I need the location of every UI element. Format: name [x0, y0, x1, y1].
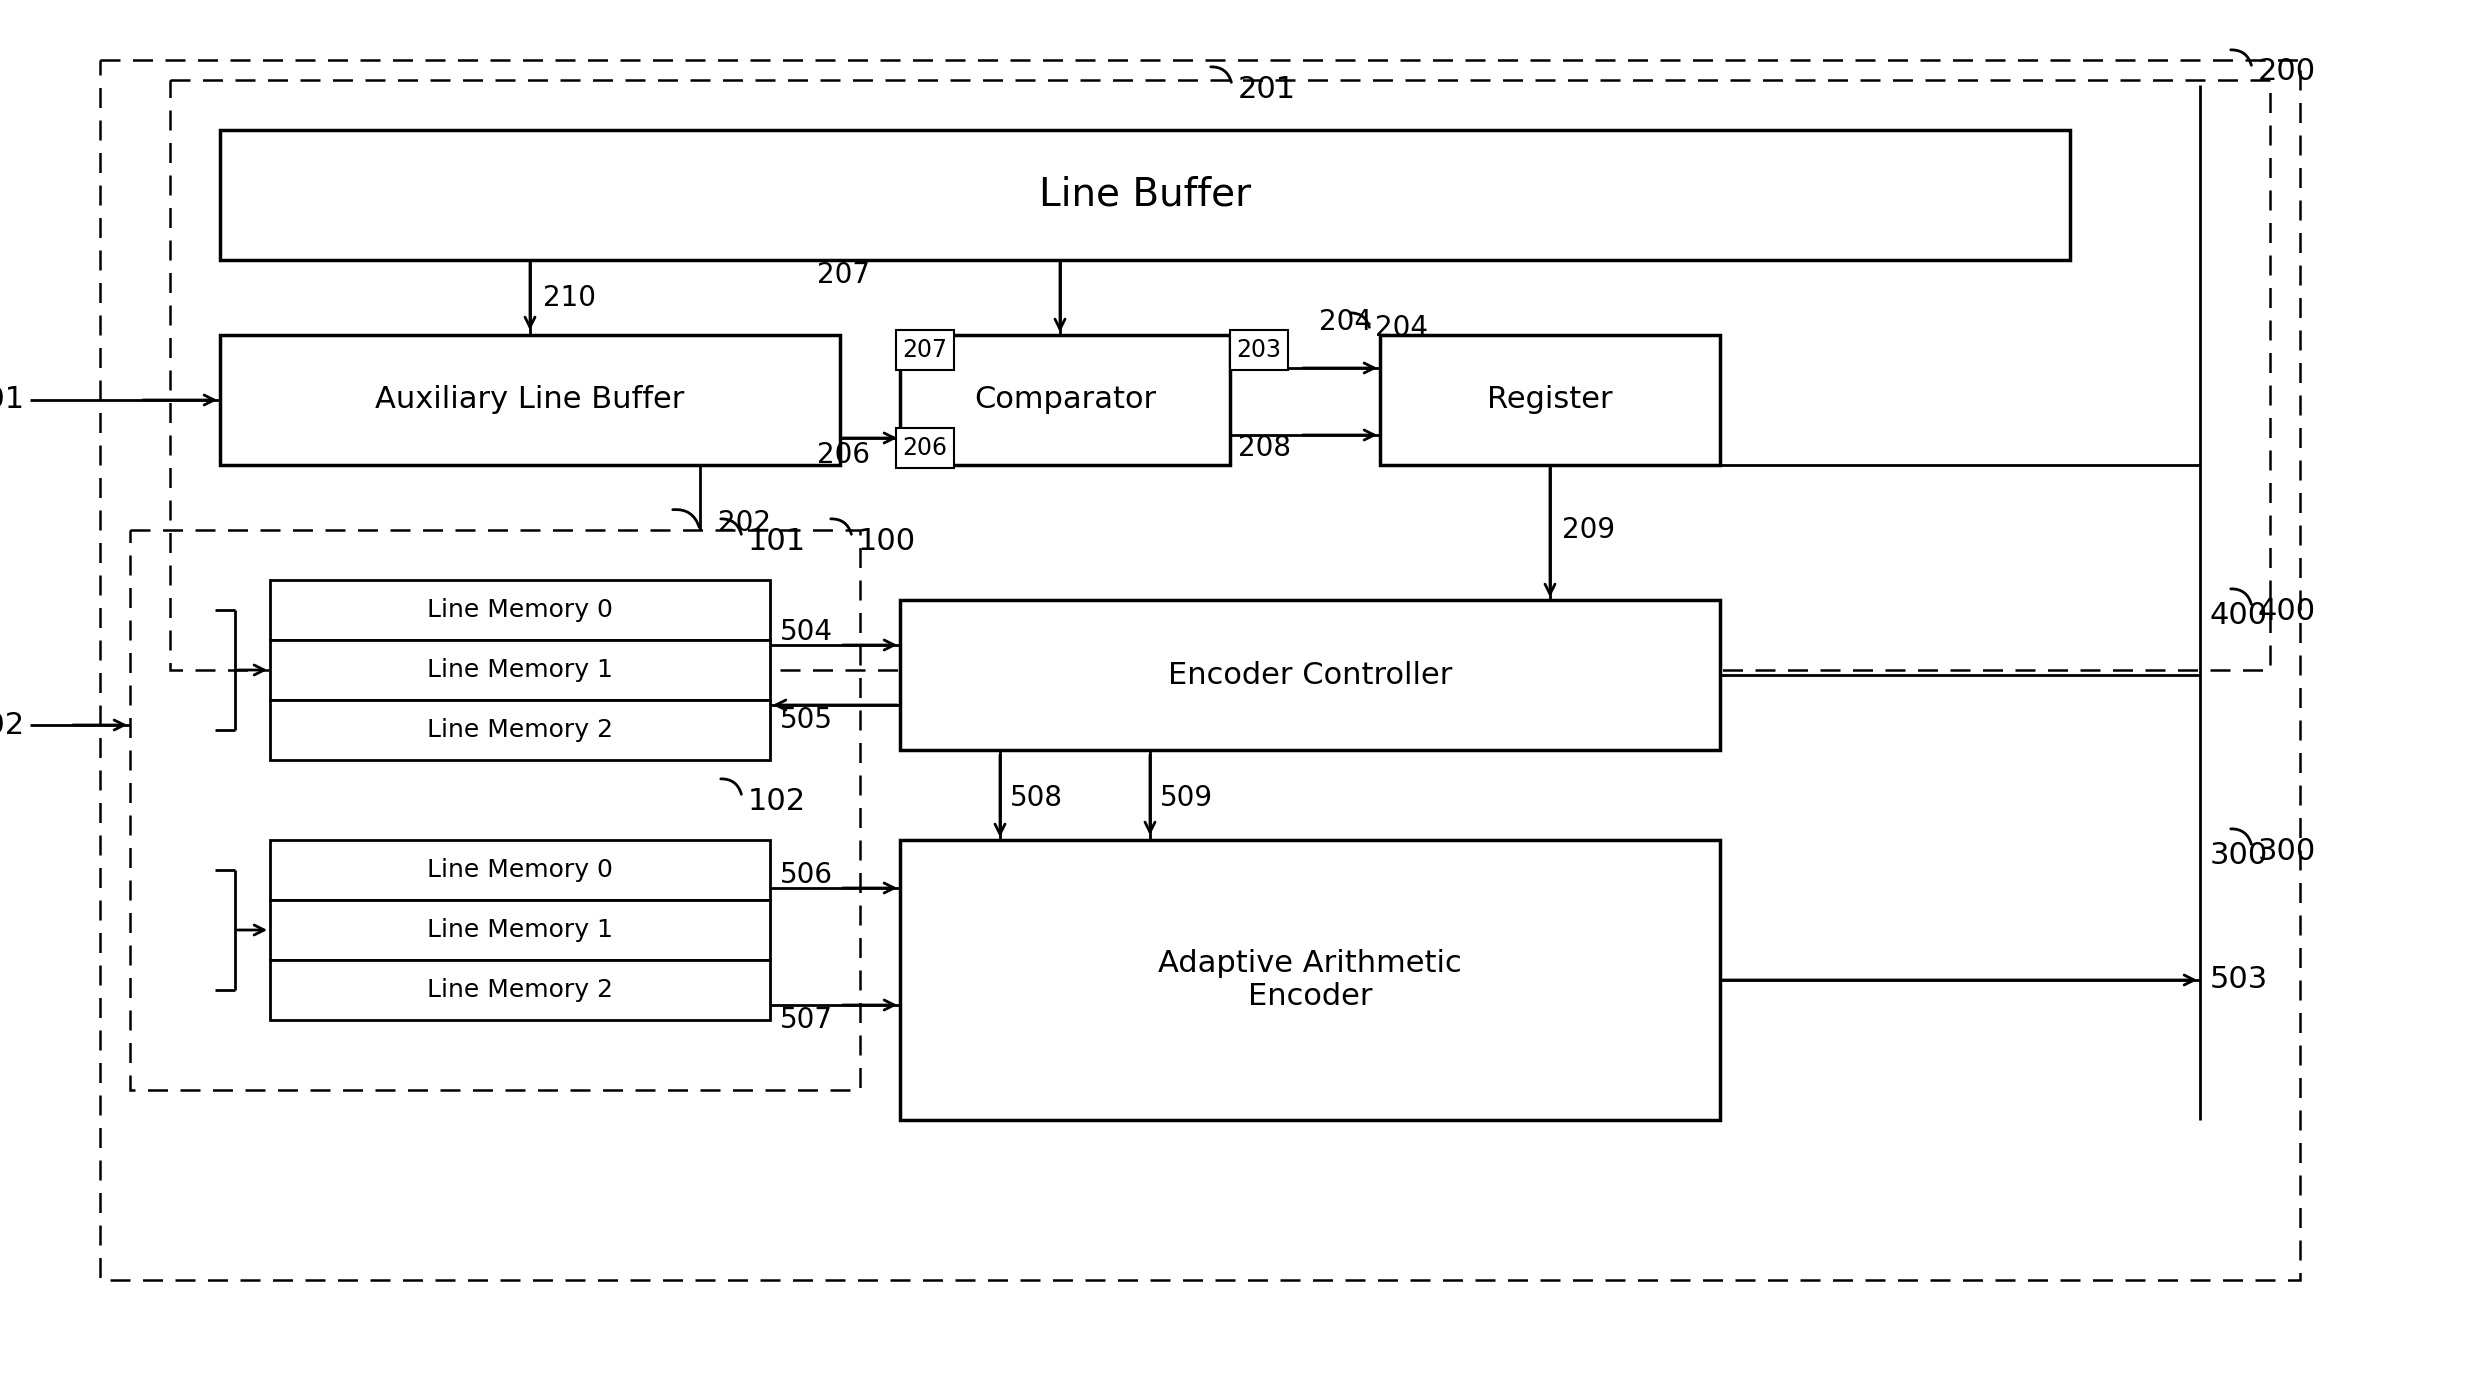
Text: 400: 400 — [2209, 600, 2269, 629]
Text: Line Memory 2: Line Memory 2 — [428, 719, 612, 742]
Text: 201: 201 — [1239, 74, 1296, 103]
Text: 210: 210 — [542, 284, 597, 312]
Text: 200: 200 — [2259, 58, 2316, 87]
Bar — [271, 900, 769, 960]
Text: 505: 505 — [781, 706, 833, 734]
Bar — [901, 600, 1719, 750]
Text: Encoder Controller: Encoder Controller — [1167, 661, 1453, 690]
Bar — [271, 840, 769, 900]
Text: Line Buffer: Line Buffer — [1040, 176, 1251, 214]
Bar — [896, 427, 953, 469]
Text: 506: 506 — [781, 861, 833, 889]
Text: Auxiliary Line Buffer: Auxiliary Line Buffer — [376, 386, 684, 415]
Text: 300: 300 — [2259, 837, 2316, 866]
Bar — [271, 699, 769, 760]
Bar — [1381, 335, 1719, 464]
Text: 300: 300 — [2209, 841, 2269, 870]
Text: 507: 507 — [781, 1006, 833, 1035]
Bar — [901, 840, 1719, 1120]
Text: 102: 102 — [749, 786, 806, 816]
Bar — [1229, 330, 1289, 370]
Text: 202: 202 — [719, 508, 771, 537]
Text: Line Memory 2: Line Memory 2 — [428, 978, 612, 1002]
Text: Line Memory 0: Line Memory 0 — [428, 598, 612, 622]
Text: 207: 207 — [816, 261, 871, 289]
Text: 508: 508 — [1010, 785, 1062, 812]
Bar — [219, 335, 841, 464]
Text: Line Memory 1: Line Memory 1 — [428, 918, 612, 943]
Bar — [169, 80, 2269, 671]
Bar — [219, 131, 2070, 260]
Text: 504: 504 — [781, 618, 833, 646]
Text: 203: 203 — [1237, 338, 1281, 361]
Text: 206: 206 — [903, 436, 948, 460]
Bar — [896, 330, 953, 370]
Text: 509: 509 — [1159, 785, 1214, 812]
Text: 100: 100 — [858, 526, 916, 555]
Text: Line Memory 1: Line Memory 1 — [428, 658, 612, 682]
Text: Line Memory 0: Line Memory 0 — [428, 857, 612, 882]
Text: 209: 209 — [1562, 517, 1615, 544]
Text: 204: 204 — [1376, 315, 1428, 342]
Text: 206: 206 — [816, 441, 871, 469]
Text: Adaptive Arithmetic
Encoder: Adaptive Arithmetic Encoder — [1157, 948, 1463, 1011]
Bar — [901, 335, 1229, 464]
Text: 203: 203 — [1239, 341, 1291, 370]
Text: 208: 208 — [1239, 434, 1291, 462]
Bar — [271, 960, 769, 1020]
Text: 101: 101 — [749, 526, 806, 555]
Text: Comparator: Comparator — [973, 386, 1157, 415]
Text: 502: 502 — [0, 710, 25, 739]
Text: 501: 501 — [0, 386, 25, 415]
Text: 204: 204 — [1319, 308, 1371, 337]
Bar — [129, 530, 861, 1090]
Bar — [271, 640, 769, 699]
Text: 503: 503 — [2209, 966, 2269, 995]
Text: 207: 207 — [903, 338, 948, 361]
Bar — [271, 580, 769, 640]
Text: 400: 400 — [2259, 596, 2316, 625]
Text: Register: Register — [1488, 386, 1612, 415]
Bar — [100, 60, 2299, 1281]
